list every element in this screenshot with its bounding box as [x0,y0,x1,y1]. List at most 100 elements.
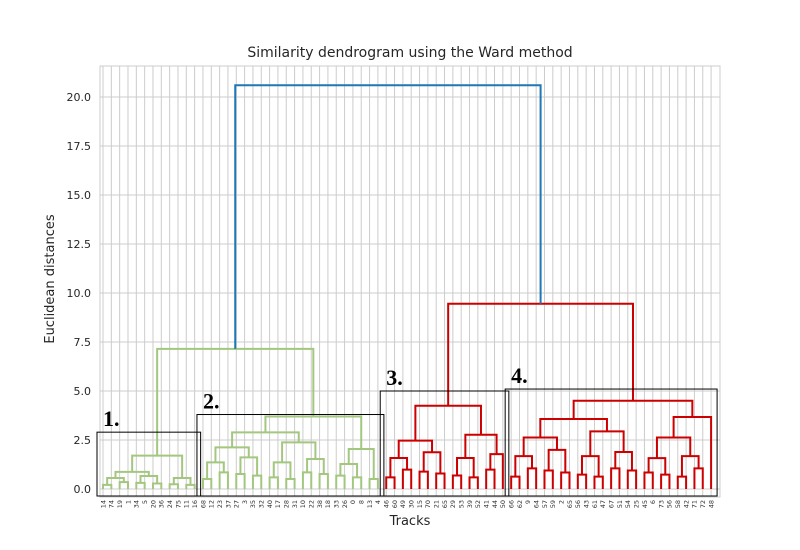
leaf-label: 61 [591,500,599,508]
dendrogram-link [660,473,671,489]
dendrogram-link [447,302,634,406]
leaf-label: 56 [666,500,674,508]
leaf-label: 11 [183,500,191,508]
vertical-gridlines [102,66,712,497]
y-tick-label: 15.0 [67,189,92,202]
dendrogram-link [135,481,146,489]
leaf-label: 65 [566,500,574,508]
leaf-label: 65 [441,500,449,508]
dendrogram-link [680,455,700,477]
leaf-label: 25 [632,500,640,508]
chart-title: Similarity dendrogram using the Ward met… [247,45,572,61]
dendrogram-link [168,483,179,489]
leaf-label: 39 [466,500,474,508]
dendrogram-link [285,478,296,489]
dendrogram-link [655,436,692,459]
leaf-label: 8 [358,500,366,504]
dendrogram-link [102,483,113,489]
cluster-box-label: 3. [386,365,403,390]
leaf-label: 54 [624,500,632,508]
dendrogram-link [389,457,409,478]
leaf-label: 5 [141,500,149,504]
leaf-label: 12 [208,500,216,508]
cluster-box-label: 1. [103,406,120,431]
y-tick-label: 2.5 [74,434,92,447]
y-tick-labels: 0.0 2.5 5.0 7.5 10.0 12.5 15.0 17.5 20.0 [67,91,92,496]
dendrogram-link [543,469,554,489]
leaf-label: 33 [333,500,341,508]
leaf-label: 68 [199,500,207,508]
leaf-label: 10 [299,500,307,508]
dendrogram-link [526,467,538,489]
x-axis-label: Tracks [389,514,431,529]
leaf-label: 46 [383,500,391,508]
dendrogram-link [235,473,246,489]
leaf-label: 62 [516,500,524,508]
dendrogram-link [593,475,604,489]
leaf-label: 3 [241,500,249,504]
cluster-box-label: 4. [511,363,528,388]
leaf-label: 18 [324,500,332,508]
dendrogram-link [118,481,129,489]
leaf-label: 29 [449,500,457,508]
leaf-label: 31 [291,500,299,508]
dendrogram-link [351,476,363,489]
dendrogram-link [239,456,259,476]
dendrogram-link [610,467,621,489]
leaf-label: 50 [499,500,507,508]
y-tick-label: 0.0 [74,483,92,496]
leaf-label: 72 [699,500,707,508]
leaf-label: 41 [482,500,490,508]
dendrogram-link [672,415,713,489]
dendrogram-link [451,474,463,489]
leaf-label: 47 [599,500,607,508]
leaf-label: 17 [274,500,282,508]
dendrogram-link [576,473,588,489]
cluster-boxes: 1. 2. 3. 4. [96,363,718,497]
plot-frame [99,65,721,498]
y-tick-label: 7.5 [74,336,92,349]
dendrogram-link [489,453,504,489]
dendrogram-link [643,471,654,489]
leaf-label: 42 [682,500,690,508]
dendrogram-link [514,455,533,477]
leaf-label: 44 [491,500,499,508]
dendrogram-link [485,468,496,489]
dendrogram-link [368,478,379,489]
dendrogram-link [131,454,184,479]
leaf-label: 9 [524,500,532,504]
dendrogram-link [234,84,542,349]
leaf-label: 28 [283,500,291,508]
dendrogram-link [693,467,704,489]
dendrogram-link [318,473,329,489]
dendrogram-link [335,474,346,489]
dendrogram-link [626,469,638,489]
leaf-label: 74 [108,500,116,508]
leaf-label: 30 [408,500,416,508]
leaf-label: 20 [149,500,157,508]
dendrogram-link [580,455,600,477]
dendrogram-link [510,475,521,489]
leaf-label: 23 [216,500,224,508]
leaf-label: 49 [399,500,407,508]
leaf-label: 58 [674,500,682,508]
leaf-label: 15 [416,500,424,508]
dendrogram-link [547,448,567,473]
leaf-label: 21 [433,500,441,508]
y-tick-label: 5.0 [74,385,92,398]
cluster-box-label: 2. [203,389,220,414]
cluster-box [96,431,202,497]
leaf-label: 1 [124,500,132,504]
dendrogram-link [422,451,442,474]
leaf-label: 70 [424,500,432,508]
leaf-label: 13 [366,500,374,508]
leaf-label: 60 [391,500,399,508]
leaf-label: 71 [691,500,699,508]
leaf-label: 57 [541,500,549,508]
dendrogram-link [401,468,413,489]
dendrogram-link [385,476,396,489]
dendrogram-link [151,482,163,489]
leaf-label: 51 [616,500,624,508]
leaf-label: 73 [657,500,665,508]
leaf-label: 14 [99,500,107,508]
